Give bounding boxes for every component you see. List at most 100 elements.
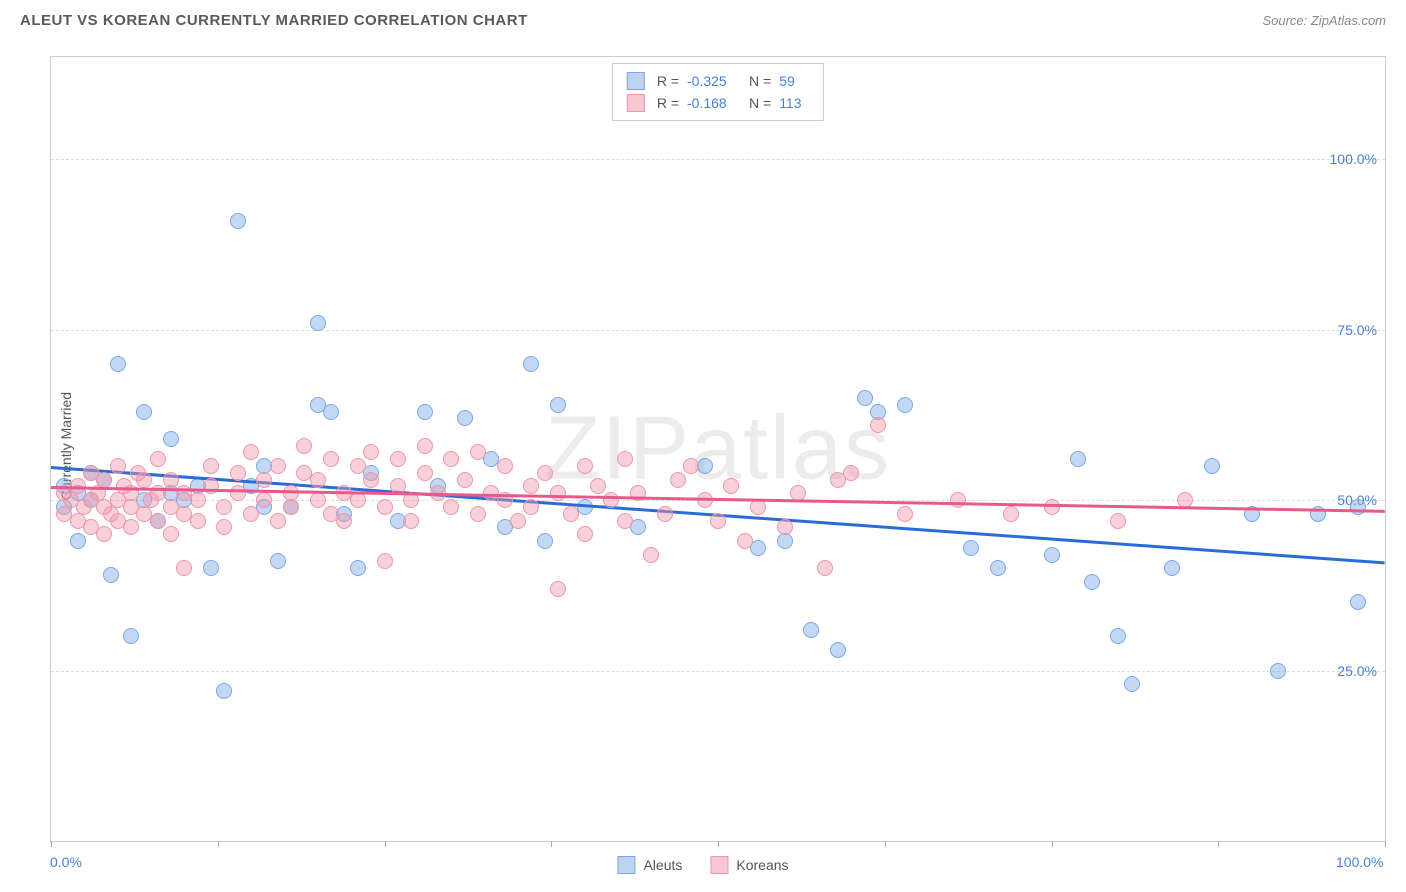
data-point [723,478,739,494]
data-point [363,444,379,460]
stat-n-value: 113 [779,92,809,114]
data-point [377,499,393,515]
data-point [216,499,232,515]
data-point [457,472,473,488]
data-point [243,444,259,460]
data-point [203,560,219,576]
data-point [550,485,566,501]
data-point [216,683,232,699]
data-point [176,560,192,576]
data-point [417,404,433,420]
chart-plot-area: ZIPatlas R =-0.325N =59R =-0.168N =113 2… [50,56,1386,842]
data-point [110,458,126,474]
gridline [51,159,1385,160]
data-point [710,513,726,529]
data-point [150,451,166,467]
data-point [1070,451,1086,467]
x-tick-label-right: 100.0% [1336,854,1383,870]
data-point [1110,513,1126,529]
data-point [203,458,219,474]
data-point [1110,628,1126,644]
data-point [577,526,593,542]
data-point [857,390,873,406]
legend-swatch [627,72,645,90]
legend-stats-box: R =-0.325N =59R =-0.168N =113 [612,63,824,121]
data-point [523,478,539,494]
x-tick [51,841,52,847]
data-point [136,472,152,488]
data-point [350,492,366,508]
data-point [537,465,553,481]
data-point [323,451,339,467]
x-tick [885,841,886,847]
x-tick [1385,841,1386,847]
x-tick-label-left: 0.0% [50,854,82,870]
data-point [350,560,366,576]
data-point [537,533,553,549]
y-tick-label: 25.0% [1337,663,1377,679]
data-point [1164,560,1180,576]
data-point [230,465,246,481]
legend-stats-row: R =-0.168N =113 [627,92,809,114]
data-point [457,410,473,426]
data-point [603,492,619,508]
data-point [550,397,566,413]
data-point [256,472,272,488]
data-point [417,465,433,481]
data-point [963,540,979,556]
legend-swatch [627,94,645,112]
data-point [990,560,1006,576]
stat-r-label: R = [657,70,679,92]
data-point [163,431,179,447]
data-point [96,526,112,542]
data-point [577,458,593,474]
data-point [470,444,486,460]
chart-source: Source: ZipAtlas.com [1262,13,1386,28]
data-point [190,513,206,529]
data-point [163,526,179,542]
data-point [1124,676,1140,692]
data-point [523,499,539,515]
data-point [310,315,326,331]
data-point [950,492,966,508]
stat-n-value: 59 [779,70,809,92]
data-point [270,553,286,569]
data-point [377,553,393,569]
stat-n-label: N = [749,70,771,92]
data-point [363,472,379,488]
legend-swatch [617,856,635,874]
data-point [510,513,526,529]
data-point [817,560,833,576]
data-point [417,438,433,454]
chart-header: ALEUT VS KOREAN CURRENTLY MARRIED CORREL… [0,0,1406,37]
legend-stats-row: R =-0.325N =59 [627,70,809,92]
stat-n-label: N = [749,92,771,114]
data-point [270,513,286,529]
y-tick-label: 100.0% [1330,151,1377,167]
data-point [103,567,119,583]
data-point [777,533,793,549]
data-point [230,213,246,229]
data-point [777,519,793,535]
data-point [350,458,366,474]
data-point [563,506,579,522]
stat-r-value: -0.168 [687,92,737,114]
data-point [470,506,486,522]
data-point [617,451,633,467]
data-point [96,472,112,488]
data-point [497,458,513,474]
data-point [590,478,606,494]
data-point [1204,458,1220,474]
data-point [643,547,659,563]
x-tick [1052,841,1053,847]
x-tick [551,841,552,847]
data-point [1044,499,1060,515]
legend-series: AleutsKoreans [617,856,788,874]
data-point [310,492,326,508]
legend-item: Aleuts [617,856,682,874]
data-point [323,404,339,420]
data-point [136,404,152,420]
data-point [550,581,566,597]
y-tick-label: 75.0% [1337,322,1377,338]
data-point [897,397,913,413]
